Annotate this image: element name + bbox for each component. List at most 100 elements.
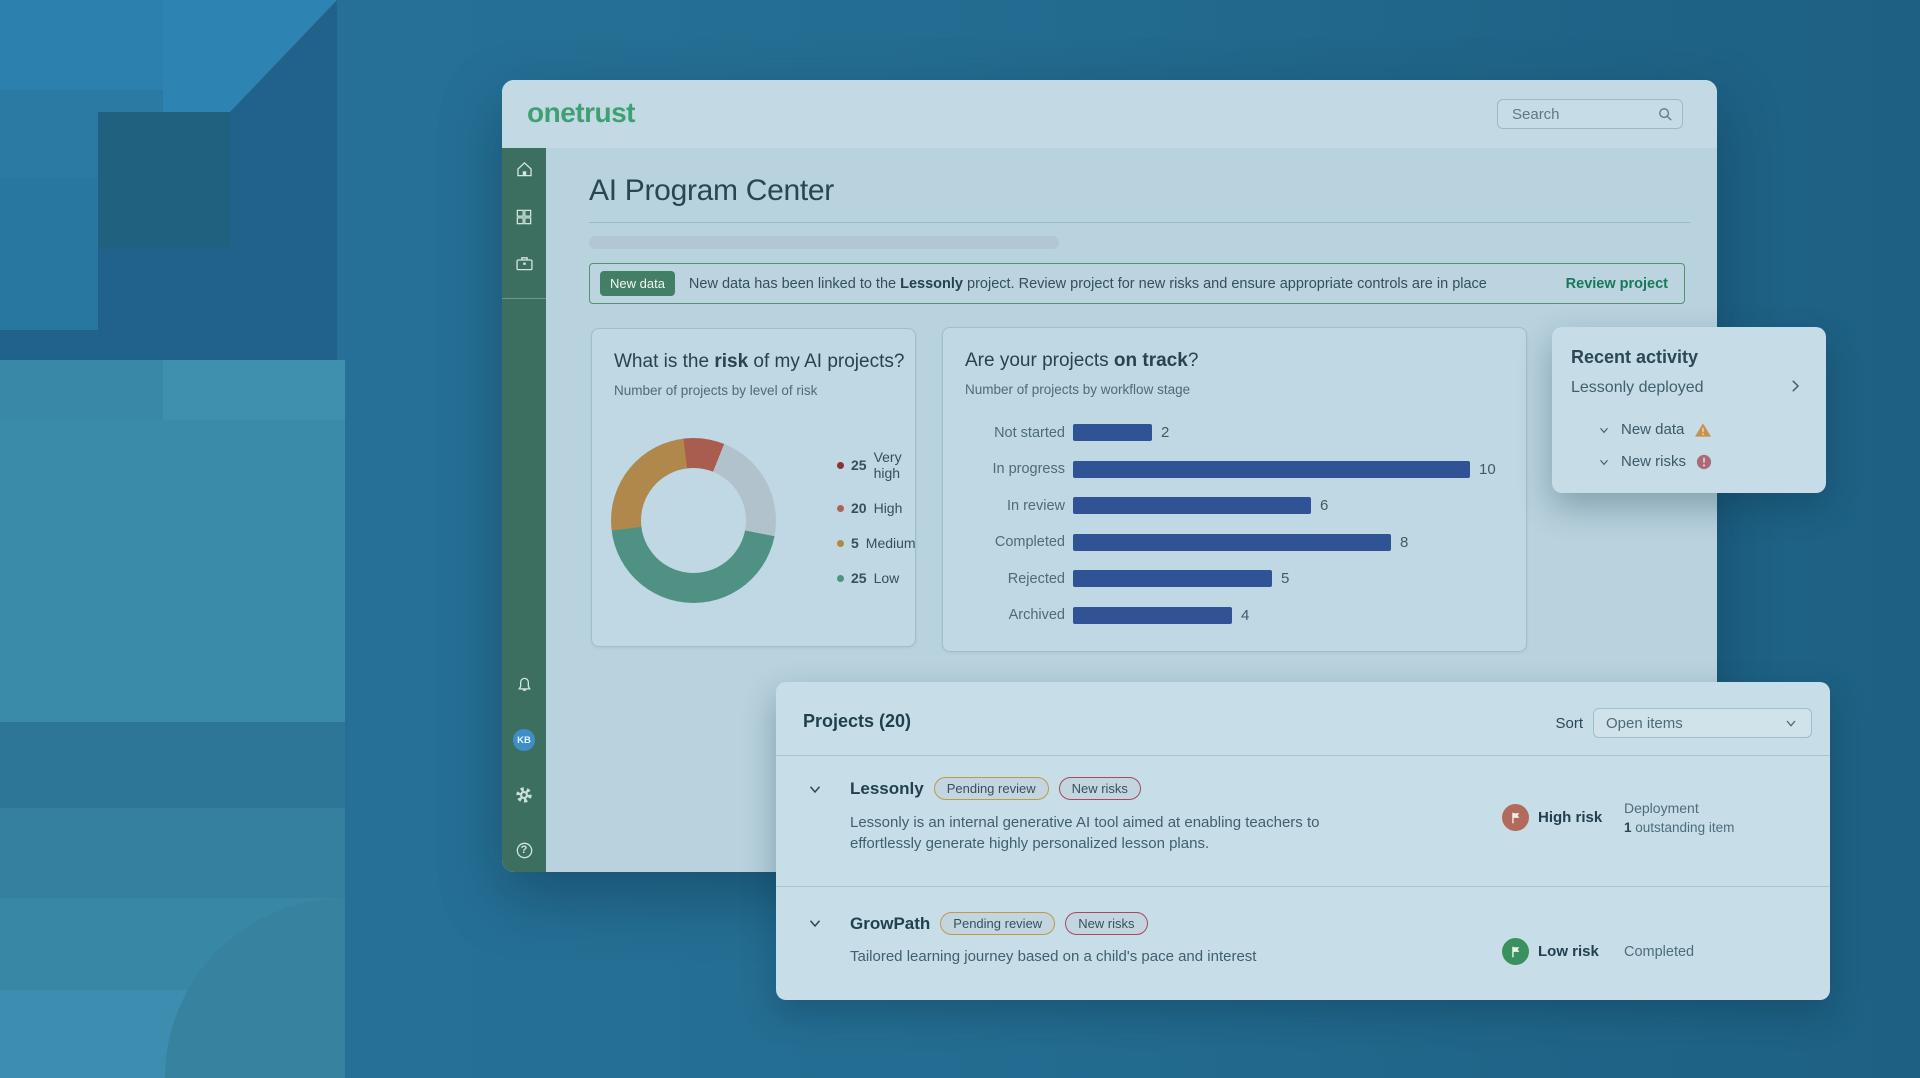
search-icon bbox=[1659, 108, 1672, 121]
background-shape bbox=[0, 178, 98, 330]
outstanding-text: outstanding item bbox=[1631, 820, 1735, 835]
project-description: Lessonly is an internal generative AI to… bbox=[850, 814, 1320, 853]
recent-item-new-risks: New risks bbox=[1597, 453, 1712, 470]
bar-row: In review 6 bbox=[943, 497, 1526, 514]
warning-triangle-icon bbox=[1695, 422, 1712, 437]
sort-selected-value: Open items bbox=[1606, 714, 1683, 732]
pending-review-badge: Pending review bbox=[933, 777, 1049, 800]
bar-row: In progress 10 bbox=[943, 460, 1526, 478]
recent-activity-event: Lessonly deployed bbox=[1571, 379, 1704, 396]
bar-label: Archived bbox=[1008, 607, 1065, 623]
bar-value: 4 bbox=[1241, 606, 1250, 624]
bar-row: Rejected 5 bbox=[943, 570, 1526, 587]
sidebar-nav: KB ? bbox=[502, 148, 546, 872]
recent-item-label: New risks bbox=[1621, 453, 1687, 470]
user-avatar[interactable]: KB bbox=[513, 729, 535, 751]
legend-dot bbox=[837, 504, 844, 512]
title-divider bbox=[589, 222, 1690, 223]
bar-row: Completed 8 bbox=[943, 533, 1526, 551]
project-row-header: GrowPath Pending review New risks bbox=[850, 912, 1148, 935]
background-shape bbox=[0, 360, 163, 420]
expand-chevron-icon[interactable] bbox=[806, 914, 824, 932]
bar-label: In review bbox=[1006, 497, 1065, 514]
bar-label: Not started bbox=[994, 424, 1065, 441]
background-shape bbox=[0, 420, 345, 722]
legend-label: Medium bbox=[865, 535, 916, 551]
risk-flag-icon bbox=[1502, 804, 1529, 831]
legend-item: 20 High bbox=[837, 500, 916, 516]
pending-review-badge: Pending review bbox=[940, 912, 1056, 935]
chevron-down-icon bbox=[1786, 720, 1796, 727]
track-title-bold: on track bbox=[1113, 350, 1188, 371]
recent-activity-title: Recent activity bbox=[1571, 347, 1699, 367]
bar-value: 8 bbox=[1400, 533, 1409, 551]
search-input[interactable] bbox=[1497, 99, 1683, 129]
banner-badge: New data bbox=[600, 271, 675, 296]
legend-value: 5 bbox=[851, 535, 859, 551]
apps-grid-icon[interactable] bbox=[512, 205, 536, 229]
banner-message-post: project. Review project for new risks an… bbox=[962, 275, 1487, 292]
risk-legend: 25 Very high 20 High 5 Medium 25 Low bbox=[837, 449, 916, 586]
legend-dot bbox=[837, 461, 844, 469]
settings-gear-icon[interactable] bbox=[512, 783, 536, 807]
onetrust-logo: onetrust bbox=[527, 97, 636, 128]
projects-divider bbox=[776, 886, 1830, 887]
legend-label: Very high bbox=[873, 449, 902, 481]
sort-control: Sort Open items bbox=[1555, 708, 1812, 738]
projects-title: Projects (20) bbox=[803, 711, 912, 731]
risk-donut-card: What is the risk of my AI projects? Numb… bbox=[591, 328, 916, 647]
track-title-pre: Are your projects bbox=[965, 350, 1114, 371]
risk-title-post: of my AI projects? bbox=[748, 351, 905, 372]
risk-donut-chart bbox=[611, 438, 776, 603]
background-shape bbox=[98, 112, 230, 247]
page-title: AI Program Center bbox=[589, 174, 834, 207]
expand-chevron-icon[interactable] bbox=[806, 780, 824, 798]
bar-label: Rejected bbox=[1007, 570, 1065, 587]
bar-fill bbox=[1073, 570, 1272, 587]
bar-chart: Not started 2 In progress 10 In review 6 Co… bbox=[943, 424, 1526, 643]
bar-value: 10 bbox=[1479, 460, 1496, 478]
bar-value: 5 bbox=[1281, 570, 1290, 587]
sort-dropdown[interactable]: Open items bbox=[1593, 708, 1812, 738]
legend-value: 20 bbox=[851, 500, 867, 516]
briefcase-icon[interactable] bbox=[512, 251, 536, 275]
home-icon[interactable] bbox=[512, 157, 536, 181]
background-shape bbox=[0, 808, 345, 898]
legend-item: 5 Medium bbox=[837, 535, 916, 551]
project-status: Completed bbox=[1624, 944, 1695, 960]
bar-row: Archived 4 bbox=[943, 606, 1526, 624]
bar-value: 2 bbox=[1161, 424, 1170, 441]
risk-indicator: High risk bbox=[1502, 804, 1602, 831]
chevron-right-icon[interactable] bbox=[1786, 377, 1804, 395]
chevron-down-icon[interactable] bbox=[1597, 423, 1611, 437]
notifications-bell-icon[interactable] bbox=[512, 672, 536, 696]
risk-label: Low risk bbox=[1538, 943, 1599, 960]
banner-message-pre: New data has been linked to the bbox=[688, 275, 901, 292]
bar-fill bbox=[1073, 460, 1470, 478]
project-row-header: Lessonly Pending review New risks bbox=[850, 777, 1141, 800]
workflow-bar-card: Are your projects on track? Number of pr… bbox=[942, 327, 1527, 652]
outstanding-count: 1 bbox=[1624, 820, 1632, 835]
legend-dot bbox=[837, 574, 844, 582]
bar-fill bbox=[1073, 606, 1232, 624]
bar-label: In progress bbox=[992, 461, 1065, 477]
recent-activity-panel: Recent activity Lessonly deployed New da… bbox=[1552, 327, 1826, 493]
track-card-title: Are your projects on track? bbox=[965, 350, 1198, 372]
bar-fill bbox=[1073, 424, 1152, 441]
risk-indicator: Low risk bbox=[1502, 938, 1599, 965]
review-project-link[interactable]: Review project bbox=[1565, 275, 1668, 292]
background-shape bbox=[0, 722, 345, 808]
legend-label: High bbox=[873, 500, 903, 516]
bar-fill bbox=[1073, 497, 1311, 514]
risk-card-title: What is the risk of my AI projects? bbox=[614, 351, 904, 373]
bar-value: 6 bbox=[1320, 497, 1329, 514]
project-description: Tailored learning journey based on a chi… bbox=[850, 948, 1257, 965]
risk-title-pre: What is the bbox=[614, 351, 715, 372]
help-glyph: ? bbox=[520, 844, 528, 856]
background-shape bbox=[0, 0, 163, 90]
help-icon[interactable]: ? bbox=[512, 838, 536, 862]
chevron-down-icon[interactable] bbox=[1597, 455, 1611, 469]
legend-item: 25 Low bbox=[837, 570, 916, 586]
banner-message-bold: Lessonly bbox=[900, 275, 963, 292]
risk-flag-icon bbox=[1502, 938, 1529, 965]
